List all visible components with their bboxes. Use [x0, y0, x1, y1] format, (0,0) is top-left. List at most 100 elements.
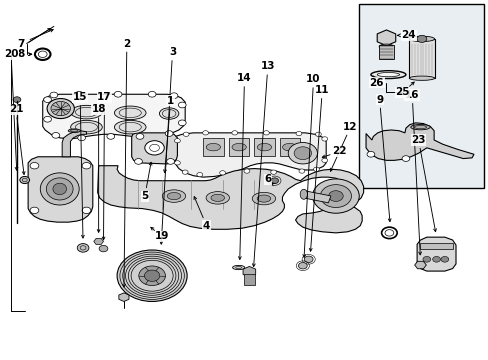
- Text: 22: 22: [332, 147, 346, 157]
- Circle shape: [312, 179, 359, 213]
- Circle shape: [166, 158, 174, 164]
- Circle shape: [13, 97, 21, 103]
- Ellipse shape: [408, 76, 434, 80]
- Circle shape: [197, 172, 202, 177]
- Ellipse shape: [46, 178, 73, 200]
- Circle shape: [298, 262, 306, 269]
- Circle shape: [174, 161, 180, 165]
- Text: 2: 2: [123, 39, 130, 49]
- Circle shape: [416, 35, 426, 42]
- Text: 26: 26: [369, 78, 383, 88]
- Text: 3: 3: [168, 47, 176, 57]
- Ellipse shape: [300, 189, 307, 199]
- Bar: [358, 4, 483, 188]
- Ellipse shape: [71, 105, 102, 119]
- Text: 12: 12: [343, 122, 357, 132]
- Polygon shape: [131, 133, 177, 164]
- Circle shape: [99, 246, 108, 252]
- Bar: [203, 138, 223, 157]
- Text: 21: 21: [9, 104, 23, 114]
- Ellipse shape: [410, 125, 429, 130]
- Circle shape: [144, 141, 164, 155]
- Bar: [254, 138, 274, 157]
- Text: 8: 8: [17, 49, 24, 59]
- Circle shape: [139, 266, 165, 285]
- Bar: [228, 138, 249, 157]
- Ellipse shape: [210, 194, 224, 202]
- Circle shape: [320, 185, 351, 207]
- Text: 18: 18: [91, 104, 106, 114]
- Circle shape: [219, 171, 225, 175]
- Circle shape: [263, 131, 269, 135]
- Circle shape: [43, 116, 51, 122]
- Circle shape: [231, 131, 237, 135]
- Bar: [408, 39, 434, 78]
- Circle shape: [20, 176, 30, 184]
- Ellipse shape: [257, 143, 271, 151]
- Circle shape: [295, 131, 301, 136]
- Circle shape: [321, 137, 327, 141]
- Circle shape: [114, 91, 122, 97]
- Ellipse shape: [159, 108, 179, 119]
- Circle shape: [321, 158, 327, 162]
- Text: 1: 1: [166, 96, 174, 106]
- Polygon shape: [94, 238, 103, 244]
- Text: 5: 5: [141, 191, 148, 201]
- Text: 11: 11: [314, 85, 329, 95]
- Ellipse shape: [370, 71, 405, 78]
- Circle shape: [304, 256, 312, 262]
- Circle shape: [30, 162, 39, 169]
- Circle shape: [75, 91, 83, 97]
- Text: 20: 20: [4, 49, 19, 59]
- Polygon shape: [174, 133, 325, 177]
- Ellipse shape: [114, 106, 146, 120]
- Circle shape: [178, 102, 186, 108]
- Circle shape: [202, 131, 208, 135]
- Bar: [302, 191, 330, 203]
- Circle shape: [270, 178, 278, 184]
- Text: 15: 15: [73, 92, 87, 102]
- Circle shape: [82, 162, 91, 169]
- Polygon shape: [28, 157, 93, 222]
- Circle shape: [165, 131, 173, 136]
- Circle shape: [134, 158, 142, 164]
- Polygon shape: [414, 261, 426, 269]
- Circle shape: [144, 270, 160, 282]
- Circle shape: [78, 135, 85, 141]
- Ellipse shape: [71, 120, 102, 134]
- Circle shape: [293, 147, 311, 159]
- Text: 19: 19: [154, 231, 169, 242]
- Circle shape: [422, 256, 430, 262]
- Polygon shape: [376, 30, 395, 46]
- Circle shape: [50, 92, 58, 98]
- Ellipse shape: [114, 120, 146, 134]
- Ellipse shape: [53, 183, 66, 195]
- Ellipse shape: [376, 72, 399, 77]
- Text: 14: 14: [237, 73, 251, 83]
- Circle shape: [328, 191, 343, 202]
- Ellipse shape: [282, 143, 296, 151]
- Circle shape: [43, 97, 51, 103]
- Ellipse shape: [231, 143, 246, 151]
- Circle shape: [30, 207, 39, 213]
- Circle shape: [47, 99, 74, 118]
- Circle shape: [183, 132, 189, 136]
- Polygon shape: [243, 266, 255, 277]
- Circle shape: [313, 167, 319, 171]
- Circle shape: [51, 102, 70, 116]
- Circle shape: [174, 139, 180, 143]
- Circle shape: [287, 143, 317, 164]
- Circle shape: [52, 132, 60, 138]
- Text: 4: 4: [203, 221, 210, 231]
- Circle shape: [244, 169, 249, 173]
- Circle shape: [117, 250, 187, 301]
- Ellipse shape: [378, 44, 393, 49]
- Ellipse shape: [162, 190, 185, 202]
- Ellipse shape: [257, 195, 270, 202]
- Polygon shape: [62, 131, 86, 157]
- Circle shape: [270, 170, 276, 174]
- Polygon shape: [98, 166, 363, 233]
- Bar: [243, 274, 255, 285]
- Circle shape: [366, 152, 374, 157]
- Text: 17: 17: [97, 92, 112, 102]
